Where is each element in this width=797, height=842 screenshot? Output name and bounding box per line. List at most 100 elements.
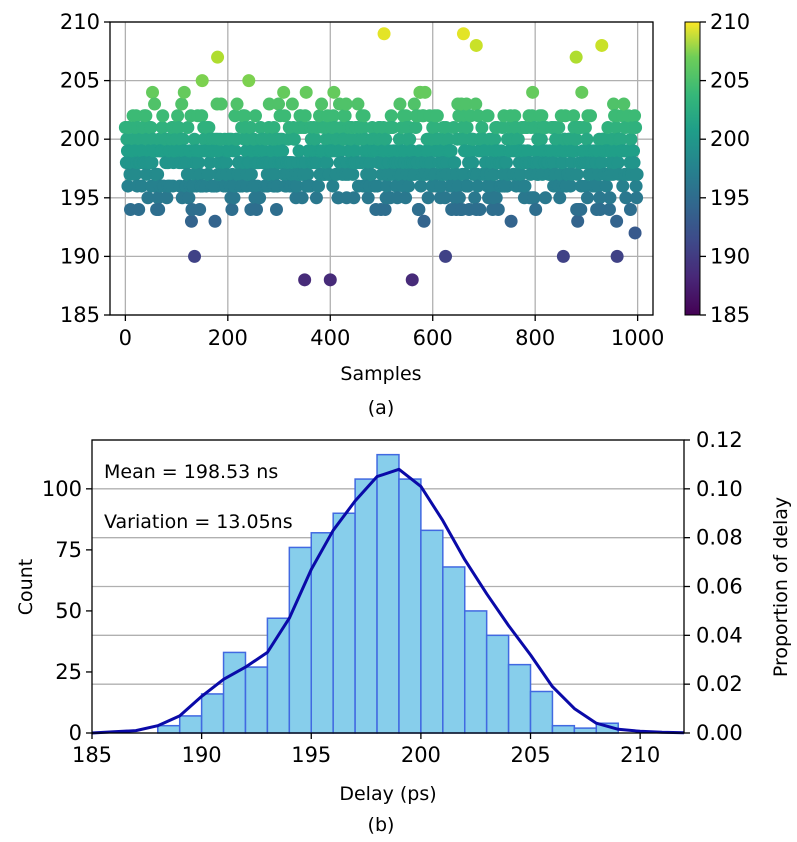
scatter-point xyxy=(193,203,207,217)
histogram-y2-tick-label: 0.12 xyxy=(696,428,743,452)
histogram-bar xyxy=(573,727,598,734)
scatter-point xyxy=(244,167,258,181)
histogram-bar xyxy=(178,715,203,734)
scatter-axes-frame xyxy=(109,21,654,316)
scatter-panel: 0 200 400 600 800 1000 185 190 195 200 205 210 Sam… xyxy=(60,10,750,419)
scatter-point xyxy=(285,97,299,111)
histogram-y-tick-label: 100 xyxy=(42,477,82,501)
scatter-point xyxy=(603,191,617,205)
scatter-point xyxy=(535,109,549,123)
scatter-point xyxy=(230,97,244,111)
histogram-x-tick-label: 200 xyxy=(401,743,441,767)
histogram-bar xyxy=(222,651,247,734)
scatter-point xyxy=(308,132,322,146)
scatter-point xyxy=(461,179,475,193)
scatter-point xyxy=(309,191,323,205)
scatter-point xyxy=(370,179,384,193)
mean-annotation: Mean = 198.53 ns xyxy=(104,461,278,483)
scatter-point xyxy=(195,109,209,123)
scatter-point xyxy=(238,109,252,123)
scatter-point xyxy=(487,167,501,181)
scatter-point xyxy=(172,120,186,134)
scatter-point xyxy=(529,203,543,217)
scatter-point xyxy=(473,203,487,217)
histogram-x-tick-label: 210 xyxy=(620,743,660,767)
scatter-point xyxy=(323,273,337,287)
histogram-bar xyxy=(398,478,422,734)
scatter-point xyxy=(250,203,264,217)
scatter-y-tick-label: 210 xyxy=(60,10,100,34)
histogram-y2-label: Proportion of delay xyxy=(770,497,792,677)
scatter-point xyxy=(508,109,522,123)
histogram-bar xyxy=(442,566,466,734)
scatter-point xyxy=(448,156,462,170)
histogram-x-tick-label: 205 xyxy=(510,743,550,767)
scatter-point xyxy=(384,109,398,123)
scatter-point xyxy=(269,203,283,217)
scatter-point xyxy=(177,85,191,99)
scatter-point xyxy=(471,179,485,193)
scatter-point xyxy=(500,179,514,193)
histogram-y2-tick-label: 0.00 xyxy=(696,721,743,745)
scatter-point xyxy=(427,120,441,134)
scatter-x-tick-label: 200 xyxy=(208,326,248,350)
scatter-point xyxy=(188,132,202,146)
histogram-bar xyxy=(376,453,400,734)
kde-line xyxy=(91,467,685,735)
scatter-point xyxy=(571,214,585,228)
panel-a-label: (a) xyxy=(368,397,394,419)
scatter-point xyxy=(139,109,153,123)
scatter-point xyxy=(301,167,315,181)
scatter-point xyxy=(609,120,623,134)
histogram-x-ticks: 185 190 195 200 205 210 xyxy=(72,733,660,767)
scatter-point xyxy=(121,179,135,193)
scatter-point xyxy=(262,97,276,111)
scatter-point xyxy=(208,214,222,228)
scatter-point xyxy=(229,144,243,158)
scatter-point xyxy=(409,120,423,134)
histogram-y2-ticks: 0.00 0.02 0.04 0.06 0.08 0.10 0.12 xyxy=(684,428,743,745)
scatter-point xyxy=(629,179,643,193)
scatter-point xyxy=(378,203,392,217)
scatter-point xyxy=(148,97,162,111)
scatter-point xyxy=(414,179,428,193)
scatter-point xyxy=(292,144,306,158)
histogram-bar xyxy=(200,693,225,734)
scatter-point xyxy=(593,191,607,205)
scatter-point xyxy=(534,132,548,146)
scatter-point xyxy=(630,167,644,181)
colorbar xyxy=(684,21,701,316)
scatter-point xyxy=(575,85,589,99)
colorbar-ticks: 185 190 195 200 205 210 xyxy=(700,10,750,327)
scatter-point xyxy=(444,144,458,158)
histogram-x-label: Delay (ps) xyxy=(339,783,436,805)
histogram-y2-tick-label: 0.08 xyxy=(696,526,743,550)
histogram-y2-tick-label: 0.10 xyxy=(696,477,743,501)
scatter-point xyxy=(434,179,448,193)
scatter-point xyxy=(481,109,495,123)
scatter-point xyxy=(412,203,426,217)
scatter-point xyxy=(475,120,489,134)
scatter-point xyxy=(326,109,340,123)
scatter-point xyxy=(129,167,143,181)
scatter-y-ticks: 185 190 195 200 205 210 xyxy=(60,10,110,327)
colorbar-tick-label: 185 xyxy=(710,303,750,327)
scatter-point xyxy=(201,167,215,181)
scatter-point xyxy=(430,109,444,123)
scatter-point xyxy=(421,191,435,205)
scatter-x-tick-label: 0 xyxy=(119,326,132,350)
scatter-point xyxy=(146,85,160,99)
histogram-bar xyxy=(157,724,181,734)
scatter-point xyxy=(452,191,466,205)
colorbar-tick-label: 195 xyxy=(710,186,750,210)
scatter-point xyxy=(538,191,552,205)
scatter-point xyxy=(351,97,365,111)
scatter-point xyxy=(407,97,421,111)
scatter-point xyxy=(242,74,256,88)
histogram-y-ticks: 0 25 50 75 100 xyxy=(42,477,92,745)
scatter-point xyxy=(460,97,474,111)
scatter-y-tick-label: 190 xyxy=(60,244,100,268)
scatter-point xyxy=(611,156,625,170)
